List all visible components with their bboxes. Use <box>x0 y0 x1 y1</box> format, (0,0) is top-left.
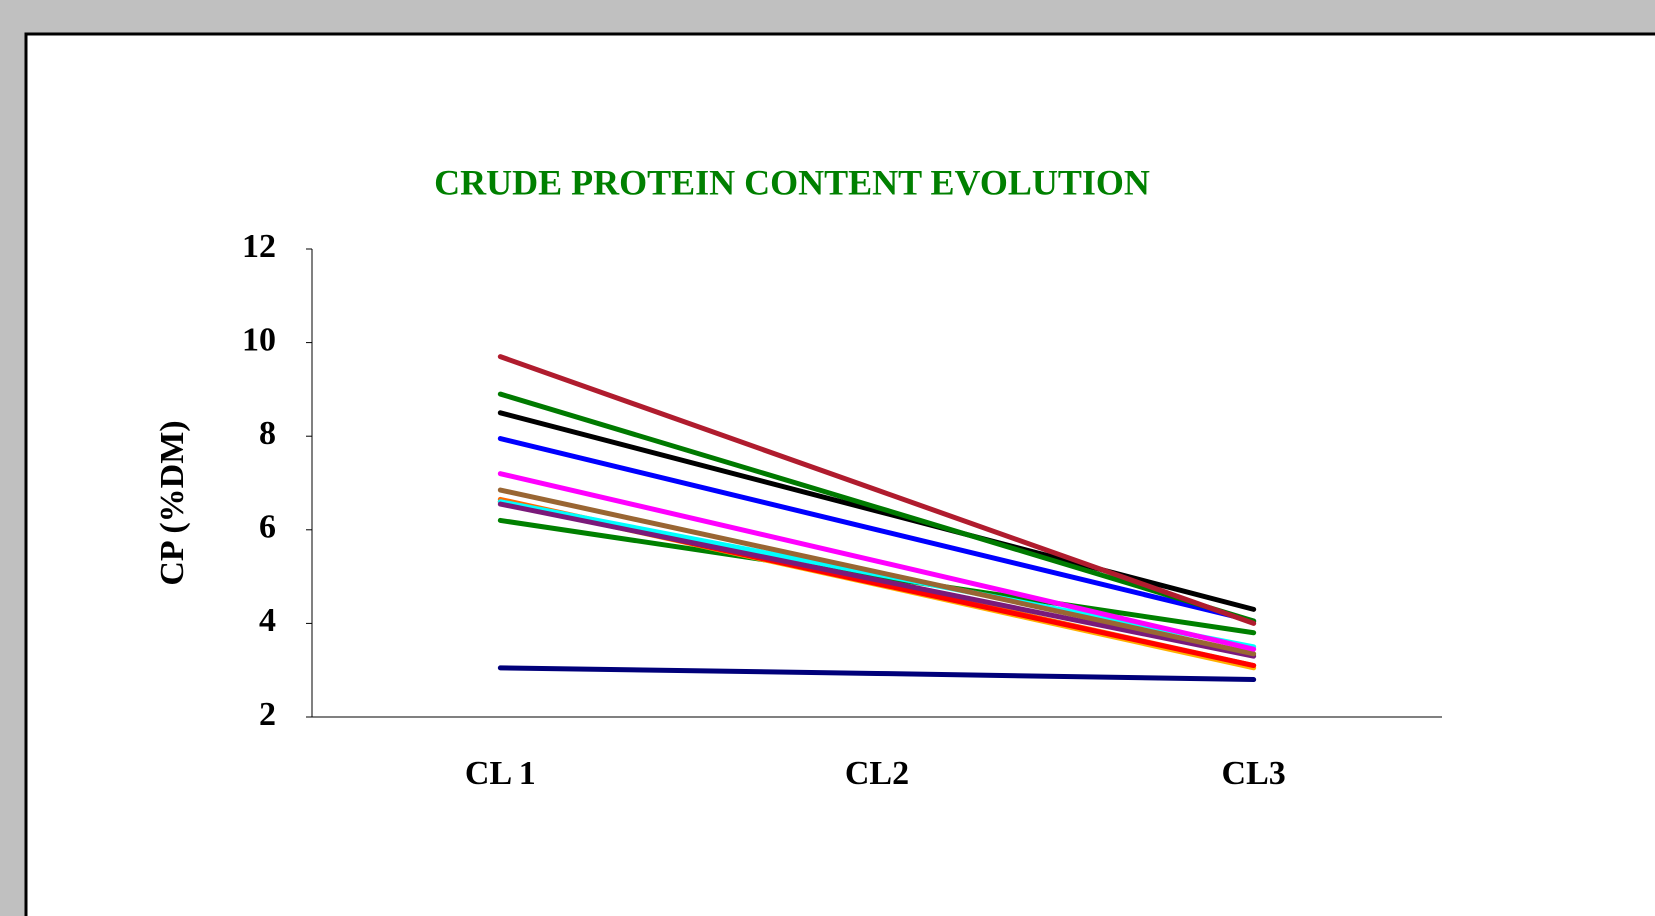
series-line <box>497 391 1257 624</box>
series-line <box>497 436 1257 624</box>
y-tick-label: 8 <box>259 415 276 452</box>
y-tick-label: 12 <box>242 228 276 265</box>
y-tick-label: 4 <box>259 602 276 639</box>
y-axis-label: CP (%DM) <box>154 420 191 585</box>
series-line <box>497 354 1257 626</box>
y-tick-label: 10 <box>242 321 276 358</box>
series-line <box>497 471 1257 652</box>
y-tick-label: 2 <box>259 696 276 733</box>
series-line <box>497 487 1257 657</box>
series-line <box>497 665 1257 683</box>
x-tick-label: CL 1 <box>465 755 536 792</box>
x-tick-label: CL3 <box>1222 755 1286 792</box>
y-tick-label: 6 <box>259 509 276 546</box>
chart-title: CRUDE PROTEIN CONTENT EVOLUTION <box>434 162 1150 202</box>
x-tick-label: CL2 <box>845 755 909 792</box>
series-line <box>497 501 1257 659</box>
